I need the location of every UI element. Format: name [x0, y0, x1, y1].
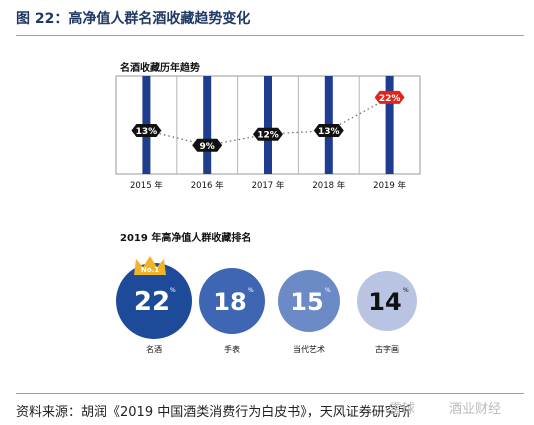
year-label: 2018 年	[312, 180, 345, 191]
figure-title: 图 22：高净值人群名酒收藏趋势变化	[16, 11, 251, 27]
year-label: 2015 年	[130, 180, 163, 191]
bubble-unit: %	[170, 287, 176, 294]
value-label: 13%	[136, 127, 158, 137]
year-label: 2019 年	[373, 180, 406, 191]
year-bar	[385, 76, 394, 174]
watermark-text: 酒业财经	[449, 402, 502, 417]
bubble-category: 当代艺术	[293, 344, 325, 354]
ranking-bubble	[278, 270, 340, 332]
bubble-category: 古字画	[375, 344, 399, 354]
value-label: 9%	[200, 142, 215, 152]
watermark-logo: 雪球	[389, 402, 416, 417]
trend-line	[146, 96, 390, 146]
year-bar	[203, 76, 212, 174]
bubble-value: 15	[290, 288, 323, 316]
value-marker	[192, 138, 223, 152]
year-bar	[264, 76, 272, 174]
ranking-bubble	[199, 268, 265, 334]
bubble-category: 名酒	[146, 344, 162, 354]
value-marker	[253, 127, 283, 141]
bubble-unit: %	[248, 287, 254, 294]
source-note: 资料来源：胡润《2019 中国酒类消费行为白皮书》，天风证券研究所	[16, 405, 411, 420]
bubble-unit: %	[325, 287, 331, 294]
value-marker	[374, 90, 405, 104]
value-label: 12%	[257, 131, 279, 141]
value-label: 13%	[318, 127, 340, 137]
ranking-bubble	[357, 271, 417, 331]
rank-badge: No.1	[141, 266, 159, 274]
value-marker	[131, 124, 162, 138]
year-label: 2017 年	[252, 180, 285, 191]
year-label: 2016 年	[191, 180, 224, 191]
value-label: 22%	[379, 94, 401, 104]
title-divider	[16, 35, 524, 36]
trend-chart: 13% 2015 年 9% 2016 年 12% 2017 年 13% 2018 年 22% 20…	[115, 75, 421, 191]
bubble-value: 22	[134, 287, 170, 317]
value-marker	[313, 124, 344, 138]
bubble-category: 手表	[224, 344, 240, 354]
ranking-chart-title: 2019 年高净值人群收藏排名	[120, 233, 252, 244]
bubble-value: 14	[368, 288, 401, 316]
ranking-bubble	[116, 263, 192, 339]
bubble-unit: %	[403, 287, 409, 294]
crown-icon	[134, 256, 166, 275]
trend-chart-title: 名酒收藏历年趋势	[120, 63, 200, 74]
bubble-value: 18	[213, 288, 246, 316]
footer-divider	[16, 393, 524, 394]
